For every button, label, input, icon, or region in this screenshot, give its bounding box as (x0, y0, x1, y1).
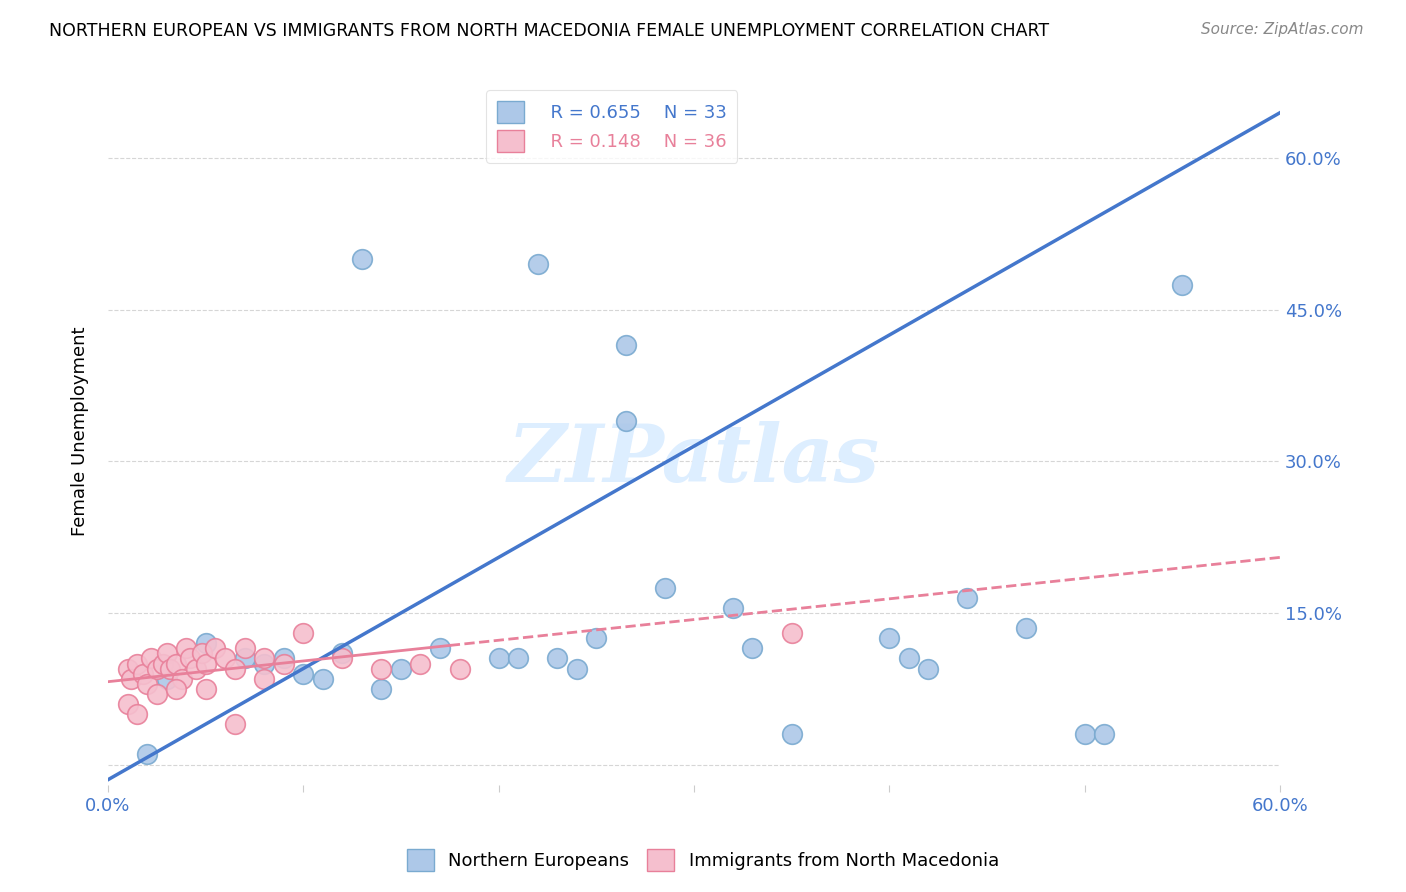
Legend: Northern Europeans, Immigrants from North Macedonia: Northern Europeans, Immigrants from Nort… (399, 842, 1007, 879)
Y-axis label: Female Unemployment: Female Unemployment (72, 326, 89, 536)
Point (194, 657, 217, 671)
Legend:   R = 0.655    N = 33,   R = 0.148    N = 36: R = 0.655 N = 33, R = 0.148 N = 36 (486, 90, 737, 163)
Point (132, 666, 155, 681)
Point (146, 661, 169, 675)
Point (184, 661, 207, 675)
Point (233, 641, 256, 656)
Point (614, 414, 637, 428)
Point (233, 651, 256, 665)
Point (117, 661, 139, 675)
Point (614, 338, 637, 352)
Point (956, 591, 979, 605)
Point (136, 676, 159, 690)
Point (654, 581, 676, 595)
Point (312, 672, 335, 686)
Text: Source: ZipAtlas.com: Source: ZipAtlas.com (1201, 22, 1364, 37)
Point (1092, 727, 1115, 741)
Point (253, 651, 276, 665)
Point (330, 651, 353, 665)
Text: NORTHERN EUROPEAN VS IMMIGRANTS FROM NORTH MACEDONIA FEMALE UNEMPLOYMENT CORRELA: NORTHERN EUROPEAN VS IMMIGRANTS FROM NOR… (49, 22, 1049, 40)
Point (117, 697, 139, 711)
Point (1073, 727, 1095, 741)
Point (917, 661, 939, 675)
Point (273, 657, 295, 671)
Point (370, 661, 392, 675)
Point (546, 651, 568, 665)
Point (721, 601, 744, 615)
Point (585, 632, 607, 646)
Point (488, 651, 510, 665)
Point (172, 672, 194, 686)
Point (273, 651, 295, 665)
Point (429, 641, 451, 656)
Point (194, 636, 217, 650)
Point (179, 651, 201, 665)
Point (214, 651, 236, 665)
Point (139, 651, 162, 665)
Point (152, 657, 174, 671)
Point (389, 661, 412, 675)
Point (194, 681, 217, 696)
Point (897, 651, 920, 665)
Point (165, 681, 187, 696)
Point (350, 252, 373, 267)
Point (409, 657, 432, 671)
Point (292, 626, 315, 640)
Text: ZIPatlas: ZIPatlas (508, 421, 880, 498)
Point (292, 666, 315, 681)
Point (159, 661, 181, 675)
Point (224, 661, 246, 675)
Point (136, 747, 159, 762)
Point (224, 717, 246, 731)
Point (565, 661, 588, 675)
Point (155, 672, 177, 686)
Point (508, 651, 530, 665)
Point (370, 681, 392, 696)
Point (253, 657, 276, 671)
Point (165, 657, 187, 671)
Point (1015, 621, 1038, 635)
Point (190, 647, 212, 661)
Point (120, 672, 142, 686)
Point (780, 626, 803, 640)
Point (127, 706, 149, 721)
Point (155, 647, 177, 661)
Point (1171, 277, 1194, 292)
Point (780, 727, 803, 741)
Point (204, 641, 226, 656)
Point (741, 641, 763, 656)
Point (146, 687, 169, 701)
Point (526, 257, 548, 271)
Point (127, 657, 149, 671)
Point (877, 632, 900, 646)
Point (449, 661, 471, 675)
Point (330, 647, 353, 661)
Point (253, 672, 276, 686)
Point (174, 641, 197, 656)
